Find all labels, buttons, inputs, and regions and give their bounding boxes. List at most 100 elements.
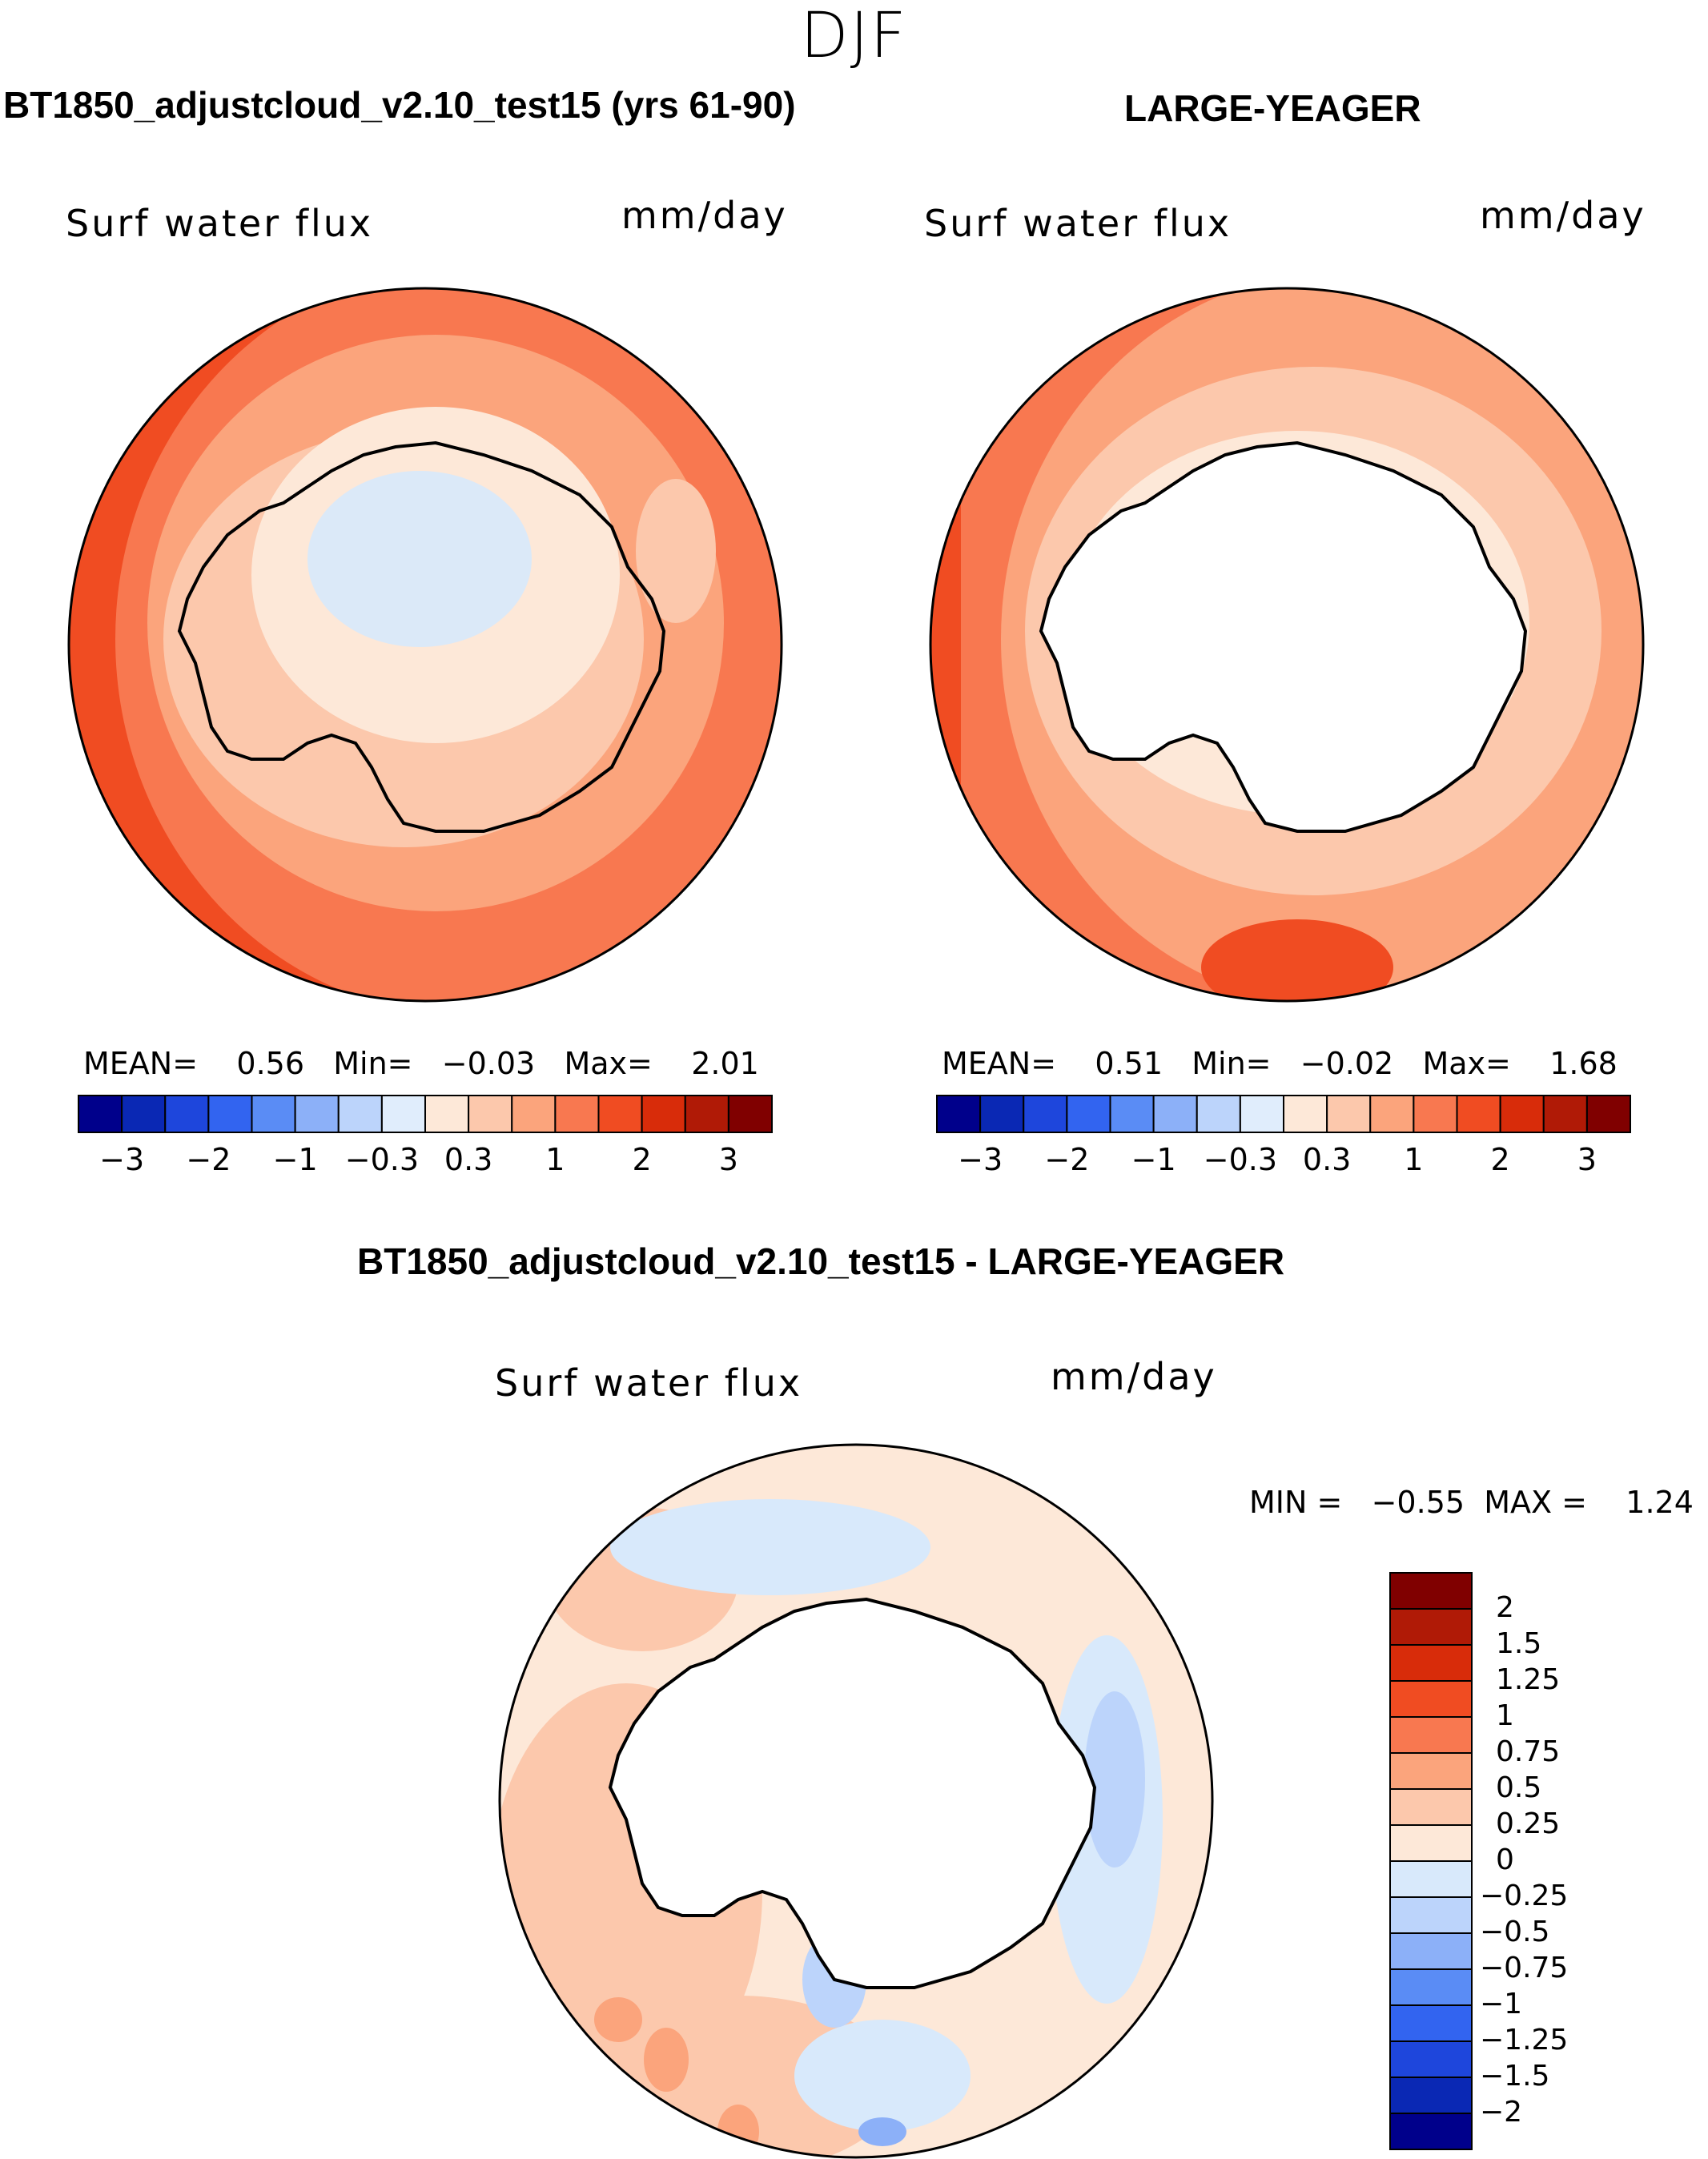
colorbar-swatch xyxy=(1389,1644,1473,1682)
season-title: DJF xyxy=(800,0,908,72)
colorbar-tick-label: 2 xyxy=(632,1142,652,1177)
colorbar-tick-label: −3 xyxy=(99,1142,145,1177)
panel2-case-title: LARGE-YEAGER xyxy=(1124,87,1421,129)
colorbar-swatch xyxy=(511,1095,557,1133)
colorbar-tick-label: 0.75 xyxy=(1496,1735,1561,1768)
panel1-map-border xyxy=(67,287,783,1003)
colorbar-swatch xyxy=(337,1095,383,1133)
colorbar-tick-label: 3 xyxy=(718,1142,738,1177)
panel2-colorbar xyxy=(936,1095,1631,1133)
colorbar-swatch xyxy=(1389,2040,1473,2078)
panel3-case-title: BT1850_adjustcloud_v2.10_test15 - LARGE-… xyxy=(357,1240,1285,1282)
colorbar-swatch xyxy=(424,1095,470,1133)
panel2-units-label: mm/day xyxy=(1480,194,1646,237)
colorbar-swatch xyxy=(554,1095,600,1133)
panel1-stats: MEAN= 0.56 Min= −0.03 Max= 2.01 xyxy=(83,1046,759,1081)
colorbar-swatch xyxy=(1499,1095,1545,1133)
panel1-field-patch xyxy=(636,479,716,623)
colorbar-tick-label: −1.5 xyxy=(1480,2060,1550,2093)
colorbar-swatch xyxy=(1369,1095,1415,1133)
colorbar-tick-label: 1 xyxy=(1496,1699,1514,1732)
colorbar-swatch xyxy=(979,1095,1025,1133)
colorbar-swatch xyxy=(468,1095,513,1133)
colorbar-tick-label: −0.3 xyxy=(344,1142,420,1177)
panel1-field-band-neg xyxy=(307,471,532,647)
panel2-antarctica xyxy=(1039,440,1528,833)
panel3-field-warm-patch-2 xyxy=(644,2028,689,2092)
panel3-variable-label: Surf water flux xyxy=(495,1361,803,1405)
colorbar-swatch xyxy=(1389,1752,1473,1790)
panel1-antarctica-coast xyxy=(177,440,666,833)
colorbar-swatch xyxy=(1389,2077,1473,2114)
colorbar-swatch xyxy=(1109,1095,1155,1133)
panel3-field-cool-south xyxy=(794,2020,971,2132)
colorbar-swatch xyxy=(1456,1095,1501,1133)
colorbar-swatch xyxy=(1542,1095,1588,1133)
colorbar-tick-label: 2 xyxy=(1490,1142,1510,1177)
panel2-map-border xyxy=(929,287,1645,1003)
colorbar-swatch xyxy=(1389,1932,1473,1970)
colorbar-swatch xyxy=(380,1095,426,1133)
colorbar-swatch xyxy=(641,1095,686,1133)
panel1-units-label: mm/day xyxy=(621,194,788,237)
panel1-map xyxy=(67,287,783,1003)
panel1-case-title: BT1850_adjustcloud_v2.10_test15 (yrs 61-… xyxy=(3,84,796,126)
colorbar-swatch xyxy=(1389,1896,1473,1934)
panel3-field-cool-north xyxy=(610,1499,930,1595)
colorbar-tick-label: 1 xyxy=(545,1142,565,1177)
panel2-stats: MEAN= 0.51 Min= −0.02 Max= 1.68 xyxy=(942,1046,1618,1081)
colorbar-tick-label: 1.25 xyxy=(1496,1663,1561,1696)
colorbar-swatch xyxy=(1389,1788,1473,1826)
colorbar-swatch xyxy=(1389,2004,1473,2042)
colorbar-tick-label: 2 xyxy=(1496,1591,1514,1624)
colorbar-swatch xyxy=(1389,1608,1473,1646)
colorbar-swatch xyxy=(1326,1095,1372,1133)
colorbar-swatch xyxy=(1585,1095,1631,1133)
colorbar-tick-label: −1 xyxy=(1480,1988,1523,2020)
colorbar-tick-label: −0.3 xyxy=(1203,1142,1278,1177)
colorbar-tick-label: 0 xyxy=(1496,1843,1514,1876)
colorbar-tick-label: −1 xyxy=(272,1142,318,1177)
colorbar-tick-label: −0.75 xyxy=(1480,1952,1569,1984)
colorbar-swatch xyxy=(1389,1716,1473,1754)
colorbar-swatch xyxy=(1023,1095,1068,1133)
panel2-field-patch xyxy=(1201,919,1393,1001)
panel2-field-west xyxy=(930,447,961,847)
panel3-field-cool-east-core xyxy=(1084,1691,1145,1868)
colorbar-tick-label: 1 xyxy=(1404,1142,1424,1177)
colorbar-swatch xyxy=(936,1095,982,1133)
colorbar-swatch xyxy=(597,1095,643,1133)
colorbar-swatch xyxy=(684,1095,729,1133)
panel3-stats: MIN = −0.55 MAX = 1.24 xyxy=(1249,1485,1694,1520)
colorbar-swatch xyxy=(1239,1095,1284,1133)
colorbar-tick-label: −0.25 xyxy=(1480,1880,1569,1912)
panel3-colorbar xyxy=(1389,1572,1473,2150)
panel3-map xyxy=(498,1443,1214,2159)
colorbar-swatch xyxy=(121,1095,167,1133)
panel3-antarctica xyxy=(608,1597,1097,1989)
colorbar-swatch xyxy=(1413,1095,1458,1133)
panel3-units-label: mm/day xyxy=(1051,1355,1217,1398)
panel1-colorbar xyxy=(78,1095,773,1133)
colorbar-tick-label: −3 xyxy=(958,1142,1003,1177)
colorbar-tick-label: −2 xyxy=(186,1142,231,1177)
panel2-map xyxy=(929,287,1645,1003)
colorbar-tick-label: −2 xyxy=(1480,2096,1523,2129)
colorbar-swatch xyxy=(1389,1680,1473,1718)
colorbar-swatch xyxy=(1196,1095,1241,1133)
colorbar-swatch xyxy=(727,1095,773,1133)
colorbar-tick-label: 3 xyxy=(1577,1142,1597,1177)
colorbar-tick-label: 0.3 xyxy=(1302,1142,1352,1177)
colorbar-tick-label: 1.5 xyxy=(1496,1627,1542,1660)
colorbar-swatch xyxy=(251,1095,296,1133)
colorbar-tick-label: −0.5 xyxy=(1480,1916,1550,1948)
colorbar-swatch xyxy=(78,1095,123,1133)
colorbar-tick-label: −1.25 xyxy=(1480,2024,1569,2056)
colorbar-swatch xyxy=(1389,1860,1473,1898)
panel3-field-warm-patch-1 xyxy=(594,1997,642,2042)
panel2-variable-label: Surf water flux xyxy=(924,202,1232,245)
colorbar-tick-label: 0.5 xyxy=(1496,1771,1542,1804)
colorbar-swatch xyxy=(1389,1824,1473,1862)
panel1-variable-label: Surf water flux xyxy=(66,202,374,245)
colorbar-tick-label: −1 xyxy=(1131,1142,1176,1177)
